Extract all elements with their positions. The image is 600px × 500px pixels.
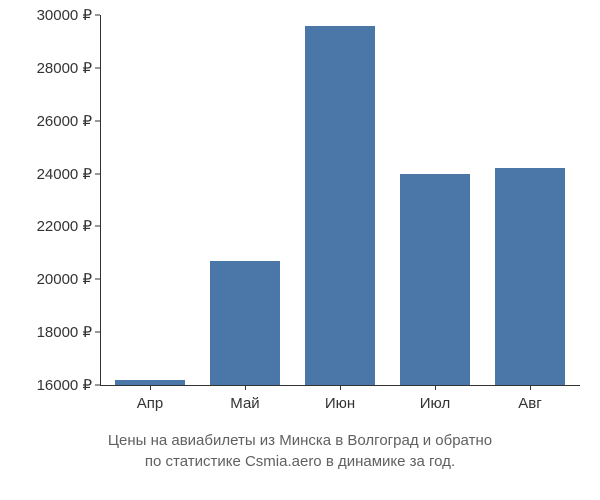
y-tick-label: 22000 ₽	[37, 217, 92, 235]
x-tick-mark	[150, 385, 151, 390]
y-tick-label: 26000 ₽	[37, 112, 92, 130]
bar	[400, 174, 470, 385]
y-tick-label: 16000 ₽	[37, 376, 92, 394]
y-tick-label: 24000 ₽	[37, 165, 92, 183]
x-tick-label: Апр	[137, 395, 163, 412]
x-tick-label: Июл	[420, 395, 450, 412]
y-tick-label: 30000 ₽	[37, 6, 92, 24]
bar	[495, 168, 565, 385]
x-tick-label: Май	[230, 395, 259, 412]
y-tick-label: 28000 ₽	[37, 59, 92, 77]
bar	[210, 261, 280, 385]
x-tick-label: Июн	[325, 395, 355, 412]
chart-plot-area	[100, 15, 580, 385]
x-tick-mark	[245, 385, 246, 390]
chart-caption: Цены на авиабилеты из Минска в Волгоград…	[0, 430, 600, 472]
caption-line-1: Цены на авиабилеты из Минска в Волгоград…	[108, 432, 492, 449]
x-tick-mark	[435, 385, 436, 390]
y-tick-label: 18000 ₽	[37, 323, 92, 341]
bar	[305, 26, 375, 385]
caption-line-2: по статистике Csmia.aero в динамике за г…	[145, 453, 455, 470]
x-tick-label: Авг	[518, 395, 541, 412]
x-tick-mark	[340, 385, 341, 390]
y-tick-label: 20000 ₽	[37, 270, 92, 288]
x-tick-mark	[530, 385, 531, 390]
bars-group	[100, 15, 580, 385]
